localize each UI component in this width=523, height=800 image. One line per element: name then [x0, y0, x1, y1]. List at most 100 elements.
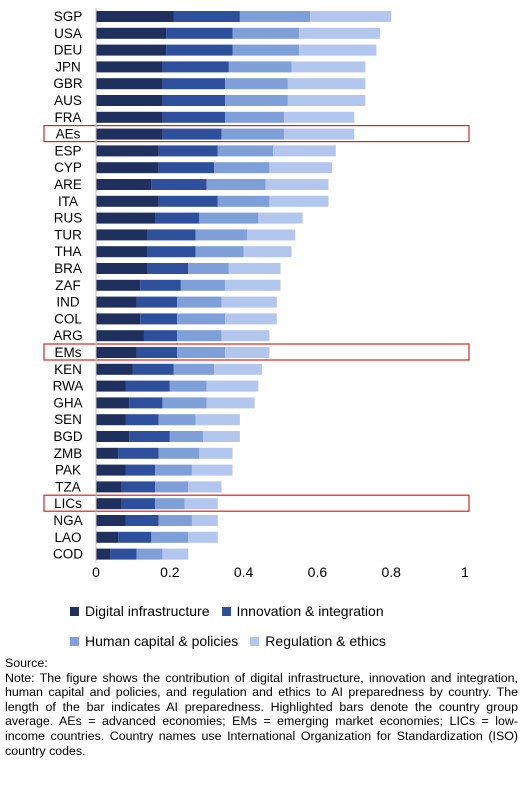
bar-esp-series-0 — [96, 145, 159, 157]
bar-ken-series-0 — [96, 363, 133, 375]
stacked-bar-chart: SGPUSADEUJPNGBRAUSFRAAEsESPCYPAREITARUST… — [43, 8, 470, 580]
legend-label: Innovation & integration — [236, 603, 384, 619]
bar-pak-series-3 — [191, 464, 233, 476]
bar-usa-series-3 — [298, 27, 381, 39]
bar-aes-series-0 — [96, 128, 163, 140]
bar-tha-series-0 — [96, 246, 148, 258]
bar-lics-series-2 — [155, 498, 185, 510]
legend-label: Regulation & ethics — [265, 633, 386, 649]
bar-are-series-3 — [265, 179, 329, 190]
bar-arg-series-2 — [177, 330, 222, 342]
bar-ken-series-2 — [173, 363, 215, 375]
category-label-ita: ITA — [58, 194, 78, 209]
bar-esp-series-3 — [273, 145, 336, 157]
category-label-gbr: GBR — [53, 76, 83, 91]
bar-tza-series-2 — [155, 481, 189, 493]
bar-lao-series-1 — [118, 531, 152, 543]
bar-cyp-series-0 — [96, 162, 159, 174]
bar-rwa-series-1 — [125, 380, 170, 392]
bar-zaf-series-0 — [96, 279, 141, 291]
bar-bra-series-0 — [96, 263, 148, 274]
bar-ita-series-3 — [269, 195, 329, 207]
category-label-bgd: BGD — [53, 429, 83, 444]
bar-deu-series-0 — [96, 44, 167, 56]
bar-tza-series-3 — [188, 481, 222, 493]
bar-cyp-series-1 — [158, 162, 215, 174]
highlight-boxes — [43, 124, 470, 512]
category-label-nga: NGA — [53, 513, 82, 528]
category-label-aus: AUS — [54, 93, 82, 108]
category-label-rwa: RWA — [53, 379, 84, 394]
bar-are-series-2 — [206, 179, 266, 190]
category-label-ken: KEN — [54, 362, 82, 377]
bar-lics-series-3 — [184, 498, 218, 510]
bar-ind-series-1 — [136, 296, 178, 308]
bar-are-series-0 — [96, 179, 152, 190]
category-label-esp: ESP — [54, 143, 81, 158]
bar-gbr-series-2 — [225, 78, 288, 90]
bar-tza-series-0 — [96, 481, 122, 493]
bar-rus-series-3 — [258, 212, 303, 224]
bar-zaf-series-1 — [140, 279, 181, 291]
bar-fra-series-2 — [225, 111, 285, 123]
bar-tur-series-1 — [147, 229, 196, 241]
bar-tur-series-2 — [195, 229, 248, 241]
x-tick-label: 0.2 — [160, 564, 180, 580]
bar-fra-series-3 — [284, 111, 355, 123]
bar-rus-series-1 — [155, 212, 200, 224]
bar-bra-series-3 — [228, 263, 281, 274]
bar-lao-series-0 — [96, 531, 119, 543]
category-label-cyp: CYP — [54, 160, 82, 175]
bar-lics-series-0 — [96, 498, 122, 510]
bar-series — [96, 11, 392, 560]
category-label-tza: TZA — [55, 479, 81, 494]
bar-esp-series-2 — [217, 145, 274, 157]
bar-tur-series-3 — [247, 229, 296, 241]
bar-sen-series-3 — [195, 414, 240, 426]
bar-ken-series-3 — [214, 363, 263, 375]
bar-gbr-series-1 — [162, 78, 226, 90]
bar-aes-series-2 — [221, 128, 285, 140]
bar-deu-series-3 — [298, 44, 377, 56]
bar-zmb-series-3 — [199, 447, 233, 459]
category-label-zmb: ZMB — [54, 446, 83, 461]
category-label-pak: PAK — [55, 463, 81, 478]
bar-gha-series-1 — [129, 397, 163, 409]
bar-cyp-series-3 — [269, 162, 333, 174]
bar-lao-series-3 — [188, 531, 218, 543]
bar-arg-series-0 — [96, 330, 144, 342]
bar-ita-series-0 — [96, 195, 159, 207]
bar-rus-series-0 — [96, 212, 156, 224]
bar-jpn-series-1 — [162, 61, 229, 73]
legend-item-human-capital-policies: Human capital & policies — [70, 633, 238, 649]
bar-usa-series-1 — [166, 27, 233, 39]
category-label-sen: SEN — [54, 412, 82, 427]
x-tick-label: 0.6 — [308, 564, 328, 580]
bar-usa-series-0 — [96, 27, 167, 39]
bar-arg-series-1 — [143, 330, 178, 342]
highlight-box-aes — [43, 124, 470, 143]
bar-lics-series-1 — [121, 498, 156, 510]
bar-sgp-series-2 — [239, 11, 311, 22]
bar-ems-series-0 — [96, 347, 137, 358]
bar-ind-series-0 — [96, 296, 137, 308]
legend-row: Human capital & policies Regulation & et… — [70, 626, 510, 656]
bar-fra-series-1 — [162, 111, 226, 123]
legend-swatch — [70, 606, 79, 616]
bar-cod-series-2 — [136, 548, 163, 560]
bar-gha-series-3 — [206, 397, 255, 409]
bar-bgd-series-2 — [169, 431, 204, 442]
x-tick-label: 0 — [92, 564, 100, 580]
bar-sen-series-0 — [96, 414, 126, 426]
bar-zmb-series-2 — [158, 447, 200, 459]
bar-cod-series-0 — [96, 548, 111, 560]
bar-ita-series-1 — [158, 195, 218, 207]
legend-item-innovation-integration: Innovation & integration — [221, 603, 384, 619]
x-tick-label: 0.4 — [234, 564, 254, 580]
bar-cyp-series-2 — [214, 162, 270, 174]
note-text: Note: The figure shows the contribution … — [5, 670, 518, 758]
category-label-arg: ARG — [53, 328, 82, 343]
bar-jpn-series-3 — [291, 61, 366, 73]
category-label-usa: USA — [54, 26, 82, 41]
x-axis-tick-labels: 0 0.2 0.4 0.6 0.8 1 — [92, 564, 469, 580]
